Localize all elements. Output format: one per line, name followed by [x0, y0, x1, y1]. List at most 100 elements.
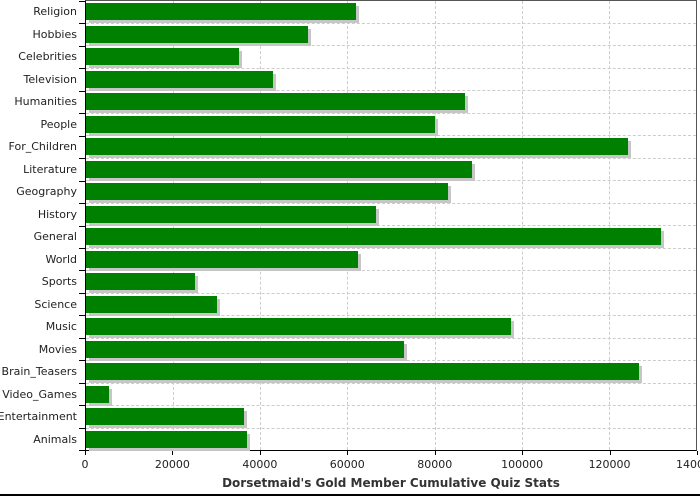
- y-axis-tick: [79, 180, 86, 182]
- x-axis-tick-label: 140000: [676, 458, 700, 471]
- bar: [86, 115, 435, 133]
- bar-row: For_Children: [9, 136, 696, 159]
- bar: [86, 138, 629, 156]
- category-label: Music: [45, 320, 77, 334]
- y-axis-tick: [79, 225, 86, 227]
- bar: [86, 3, 357, 21]
- bar: [86, 183, 448, 201]
- x-axis-tick: [85, 451, 86, 455]
- bar-row: Music: [46, 316, 696, 339]
- y-axis-tick: [79, 1, 86, 2]
- chart-title: Dorsetmaid's Gold Member Cumulative Quiz…: [222, 476, 560, 490]
- x-axis-tick: [347, 451, 349, 455]
- category-label: Movies: [38, 342, 77, 356]
- bar: [86, 93, 466, 111]
- x-axis-tick: [697, 451, 698, 455]
- bar-row: Geography: [16, 181, 696, 204]
- x-axis-tick-label: 120000: [588, 458, 631, 471]
- category-label: Brain_Teasers: [1, 365, 77, 379]
- bar-row: Sports: [42, 271, 696, 294]
- bar-row: Hobbies: [32, 24, 696, 46]
- bar: [86, 318, 511, 336]
- y-axis-tick: [79, 360, 86, 362]
- bar: [86, 430, 248, 448]
- bottom-border-line: [0, 494, 700, 496]
- bar: [86, 48, 239, 66]
- y-axis-tick: [79, 113, 86, 115]
- y-axis-tick: [79, 203, 86, 205]
- y-axis-tick: [79, 23, 86, 25]
- category-label: Humanities: [14, 95, 77, 109]
- x-axis-tick: [434, 451, 436, 455]
- y-axis-tick: [79, 427, 86, 429]
- bar-row: Brain_Teasers: [2, 361, 696, 384]
- category-label: Video_Games: [2, 387, 77, 401]
- y-axis-tick: [79, 247, 86, 249]
- bar-row: History: [38, 204, 696, 226]
- bar: [86, 295, 217, 313]
- x-axis-tick-label: 40000: [242, 458, 278, 471]
- bar: [86, 340, 405, 358]
- y-axis-tick: [79, 68, 86, 70]
- bar-row: People: [40, 114, 696, 136]
- x-axis-tick-label: 80000: [417, 458, 453, 471]
- category-label: Hobbies: [32, 27, 77, 41]
- bar: [86, 408, 245, 426]
- bar-row: Television: [24, 69, 696, 91]
- bar-row: Celebrities: [18, 46, 696, 69]
- y-axis-tick: [79, 158, 86, 160]
- x-axis-tick-label: 100000: [501, 458, 544, 471]
- x-axis-tick-label: 60000: [329, 458, 365, 471]
- category-label: Religion: [33, 5, 77, 19]
- category-label: People: [40, 117, 77, 131]
- bar: [86, 250, 359, 268]
- bar: [86, 205, 376, 223]
- x-axis-tick: [259, 451, 261, 455]
- x-axis-tick: [522, 451, 524, 455]
- bar-row: Movies: [39, 339, 696, 361]
- y-axis-tick: [79, 135, 86, 137]
- category-label: Television: [23, 72, 78, 86]
- bar: [86, 160, 472, 178]
- bar: [86, 363, 640, 381]
- category-label: General: [33, 230, 77, 244]
- bar-row: Entertainment: [0, 406, 696, 429]
- bar-row: Religion: [33, 1, 696, 24]
- y-axis-tick: [79, 90, 86, 92]
- category-label: Entertainment: [0, 410, 77, 424]
- category-label: For_Children: [8, 140, 77, 154]
- bar-row: Humanities: [14, 91, 696, 114]
- bar: [86, 273, 195, 291]
- category-label: History: [37, 207, 77, 221]
- y-axis-tick: [79, 315, 86, 317]
- bar-row: Literature: [23, 159, 696, 181]
- y-axis-tick: [79, 292, 86, 294]
- bar-row: Science: [34, 294, 696, 316]
- y-axis-tick: [79, 337, 86, 339]
- x-axis-tick-label: 20000: [154, 458, 190, 471]
- x-axis-tick-label: 0: [81, 458, 89, 471]
- bar: [86, 228, 662, 246]
- x-axis: 0 20000 40000 60000 80000 100000 120000 140000: [81, 451, 700, 475]
- category-label: World: [45, 252, 77, 266]
- category-label: Literature: [23, 162, 77, 176]
- category-label: Science: [34, 297, 77, 311]
- plot-area: Religion Hobbies Celebrities Television Huma…: [0, 0, 697, 451]
- y-axis-tick: [79, 450, 86, 451]
- y-axis-tick: [79, 405, 86, 407]
- category-label: Animals: [33, 432, 77, 446]
- x-axis-tick: [172, 451, 174, 455]
- y-axis-tick: [79, 270, 86, 272]
- bar-row: Animals: [33, 429, 696, 451]
- bar: [86, 70, 274, 88]
- bar-row: World: [45, 249, 696, 271]
- category-label: Sports: [41, 275, 77, 289]
- bar-row: General: [34, 226, 696, 249]
- x-axis-tick: [609, 451, 611, 455]
- category-label: Geography: [16, 185, 77, 199]
- y-axis-tick: [79, 382, 86, 384]
- bar-row: Video_Games: [2, 384, 696, 406]
- bar: [86, 385, 110, 403]
- y-axis-tick: [79, 45, 86, 47]
